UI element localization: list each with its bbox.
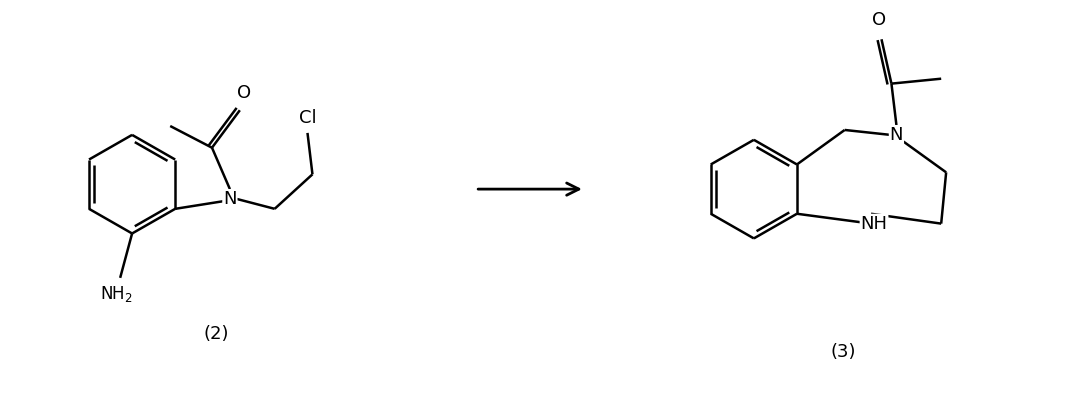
Text: O: O xyxy=(236,84,250,102)
Text: (2): (2) xyxy=(204,325,229,343)
Text: N: N xyxy=(889,126,903,144)
Text: N: N xyxy=(224,190,236,208)
Text: Cl: Cl xyxy=(299,109,317,127)
Text: (3): (3) xyxy=(830,343,856,361)
Text: NH: NH xyxy=(860,215,887,232)
Text: O: O xyxy=(872,11,887,30)
Text: NH$_2$: NH$_2$ xyxy=(100,284,133,304)
